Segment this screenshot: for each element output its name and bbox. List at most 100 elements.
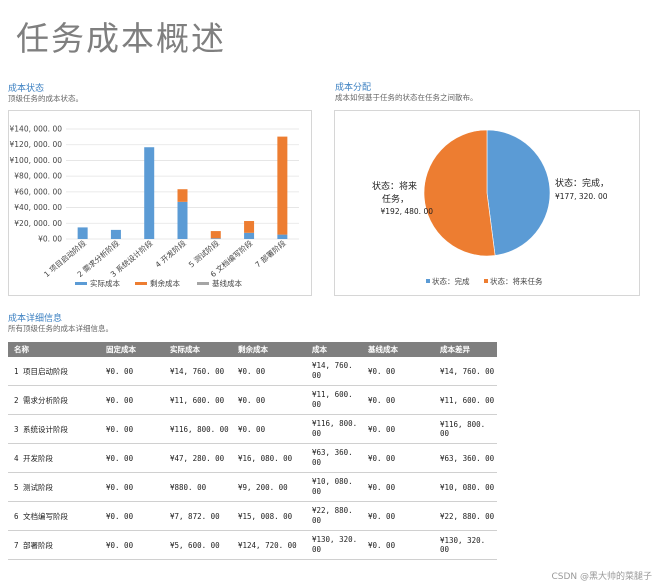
pie-value-complete: ¥177, 320. 00 (555, 192, 608, 201)
cell-name: 2 需求分析阶段 (8, 385, 100, 415)
cost-distribution-description: 成本如何基于任务的状态在任务之间散布。 (335, 93, 478, 102)
cell-cost-variance: ¥14, 760. 00 (434, 357, 497, 386)
bar-remaining (210, 231, 221, 239)
cell-fixed-cost: ¥0. 00 (100, 443, 164, 473)
cell-cost: ¥130, 320. 00 (306, 530, 362, 560)
cell-remaining-cost: ¥0. 00 (232, 357, 306, 386)
cell-actual-cost: ¥5, 600. 00 (164, 530, 232, 560)
pie-value-future: ¥192, 480. 00 (381, 207, 434, 216)
bar-remaining (277, 136, 288, 235)
pie-label-future: 状态：将来 (372, 180, 417, 192)
x-tick-label: 4 开发阶段 (153, 238, 188, 270)
column-header: 成本差异 (434, 342, 497, 357)
y-tick-label: ¥100, 000. 00 (10, 156, 63, 165)
legend-baseline-swatch (197, 282, 209, 285)
cell-fixed-cost: ¥0. 00 (100, 385, 164, 415)
cell-baseline-cost: ¥0. 00 (362, 385, 434, 415)
column-header: 实际成本 (164, 342, 232, 357)
cost-detail-heading: 成本详细信息 (8, 314, 63, 324)
table-row: 5 测试阶段 ¥0. 00 ¥880. 00 ¥9, 200. 00 ¥10, … (8, 472, 497, 502)
cost-status-bar-chart: ¥0. 00 ¥20, 000. 00 ¥40, 000. 00 ¥60, 000. … (10, 125, 299, 288)
cell-cost-variance: ¥22, 880. 00 (434, 501, 497, 531)
column-header: 名称 (8, 342, 100, 357)
cell-cost: ¥10, 080. 00 (306, 472, 362, 502)
y-tick-label: ¥80, 000. 00 (14, 172, 62, 181)
cell-baseline-cost: ¥0. 00 (362, 472, 434, 502)
column-header: 剩余成本 (232, 342, 306, 357)
legend-remaining-swatch (135, 282, 147, 285)
cell-baseline-cost: ¥0. 00 (362, 443, 434, 473)
column-header: 基线成本 (362, 342, 434, 357)
table-header-row: 名称 固定成本 实际成本 剩余成本 成本 基线成本 成本差异 (8, 342, 497, 357)
legend-future-swatch (484, 279, 488, 283)
cell-baseline-cost: ¥0. 00 (362, 414, 434, 444)
legend-complete-swatch (426, 279, 430, 283)
cell-fixed-cost: ¥0. 00 (100, 530, 164, 560)
legend-baseline-label: 基线成本 (212, 278, 242, 288)
pie-label-future-cont: 任务， (382, 193, 409, 205)
cost-detail-description: 所有顶级任务的成本详细信息。 (8, 324, 113, 333)
watermark: CSDN @黑大帅的菜腿子 (551, 572, 652, 582)
cell-remaining-cost: ¥16, 080. 00 (232, 443, 306, 473)
cost-distribution-heading: 成本分配 (335, 83, 372, 93)
cost-detail-table: 名称 固定成本 实际成本 剩余成本 成本 基线成本 成本差异 1 项目启动阶段 … (8, 342, 497, 560)
cell-cost: ¥63, 360. 00 (306, 443, 362, 473)
table-row: 1 项目启动阶段 ¥0. 00 ¥14, 760. 00 ¥0. 00 ¥14,… (8, 357, 497, 386)
cell-remaining-cost: ¥0. 00 (232, 414, 306, 444)
table-row: 6 文档编写阶段 ¥0. 00 ¥7, 872. 00 ¥15, 008. 00… (8, 501, 497, 531)
cell-name: 6 文档编写阶段 (8, 501, 100, 531)
y-tick-label: ¥120, 000. 00 (10, 140, 63, 149)
cell-baseline-cost: ¥0. 00 (362, 501, 434, 531)
cell-cost: ¥116, 800. 00 (306, 414, 362, 444)
cell-fixed-cost: ¥0. 00 (100, 472, 164, 502)
x-tick-label: 7 部署阶段 (253, 238, 288, 270)
bar-actual (244, 232, 255, 239)
pie-slice-complete (486, 129, 551, 256)
bar-actual (77, 227, 88, 239)
cell-baseline-cost: ¥0. 00 (362, 530, 434, 560)
cost-distribution-chart-panel: 状态：完成， ¥177, 320. 00 状态：将来 任务， ¥192, 480. 00… (334, 110, 640, 296)
column-header: 固定成本 (100, 342, 164, 357)
cell-cost-variance: ¥116, 800. 00 (434, 414, 497, 444)
bar-actual (210, 238, 221, 239)
table-row: 2 需求分析阶段 ¥0. 00 ¥11, 600. 00 ¥0. 00 ¥11,… (8, 385, 497, 415)
cell-cost: ¥14, 760. 00 (306, 357, 362, 386)
cost-status-description: 顶级任务的成本状态。 (8, 94, 83, 103)
cell-cost-variance: ¥10, 080. 00 (434, 472, 497, 502)
cell-cost: ¥11, 600. 00 (306, 385, 362, 415)
page-title: 任务成本概述 (16, 19, 226, 58)
cell-cost: ¥22, 880. 00 (306, 501, 362, 531)
bar-actual (144, 147, 155, 239)
bar-actual (177, 201, 188, 239)
cell-remaining-cost: ¥9, 200. 00 (232, 472, 306, 502)
legend-complete-label: 状态：完成 (432, 276, 470, 286)
cell-fixed-cost: ¥0. 00 (100, 501, 164, 531)
cost-status-heading: 成本状态 (8, 84, 45, 94)
cell-remaining-cost: ¥15, 008. 00 (232, 501, 306, 531)
cell-actual-cost: ¥14, 760. 00 (164, 357, 232, 386)
legend-remaining-label: 剩余成本 (150, 278, 180, 288)
cell-actual-cost: ¥11, 600. 00 (164, 385, 232, 415)
cell-cost-variance: ¥63, 360. 00 (434, 443, 497, 473)
cell-name: 1 项目启动阶段 (8, 357, 100, 386)
column-header: 成本 (306, 342, 362, 357)
cell-name: 5 测试阶段 (8, 472, 100, 502)
pie-slice-future (423, 129, 496, 257)
cell-remaining-cost: ¥0. 00 (232, 385, 306, 415)
bar-remaining (177, 189, 188, 202)
y-tick-label: ¥40, 000. 00 (14, 203, 62, 212)
cell-actual-cost: ¥7, 872. 00 (164, 501, 232, 531)
legend-actual-swatch (75, 282, 87, 285)
legend-future-label: 状态：将来任务 (490, 276, 543, 286)
bar-remaining (244, 221, 255, 233)
cost-distribution-pie-chart: 状态：完成， ¥177, 320. 00 状态：将来任务， ¥192, 480. 00… (372, 129, 609, 286)
cell-baseline-cost: ¥0. 00 (362, 357, 434, 386)
cell-name: 3 系统设计阶段 (8, 414, 100, 444)
cell-name: 4 开发阶段 (8, 443, 100, 473)
table-row: 3 系统设计阶段 ¥0. 00 ¥116, 800. 00 ¥0. 00 ¥11… (8, 414, 497, 444)
bar-actual (110, 229, 121, 239)
y-tick-label: ¥20, 000. 00 (14, 219, 62, 228)
cost-status-chart-panel: ¥0. 00 ¥20, 000. 00 ¥40, 000. 00 ¥60, 000. … (8, 110, 312, 296)
table-row: 4 开发阶段 ¥0. 00 ¥47, 280. 00 ¥16, 080. 00 … (8, 443, 497, 473)
y-tick-label: ¥0. 00 (38, 235, 62, 244)
